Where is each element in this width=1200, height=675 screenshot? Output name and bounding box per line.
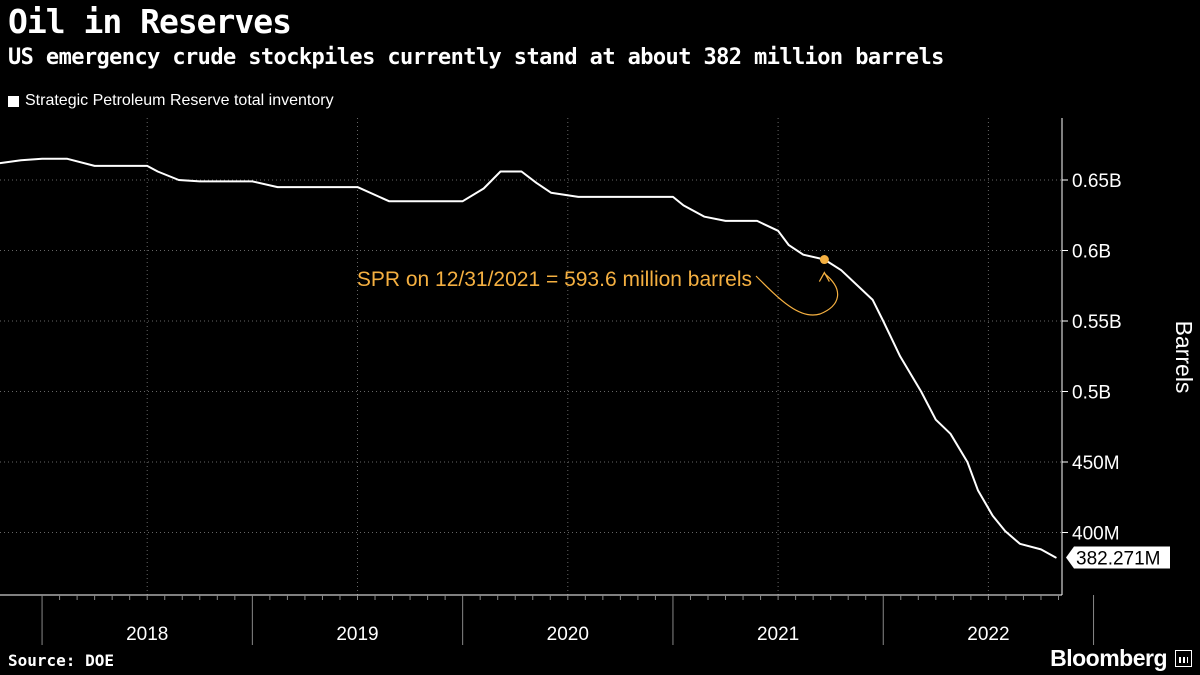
series-line-spr bbox=[0, 157, 1057, 559]
y-tick-label: 0.5B bbox=[1072, 383, 1111, 404]
chart-title: Oil in Reserves bbox=[8, 2, 292, 41]
annotation-arrowhead bbox=[818, 271, 830, 282]
y-axis-title: Barrels bbox=[1171, 321, 1197, 394]
y-tick-label: 0.65B bbox=[1072, 171, 1122, 192]
x-tick-label: 2021 bbox=[757, 624, 799, 645]
last-value-callout-box bbox=[1066, 546, 1170, 569]
legend: Strategic Petroleum Reserve total invent… bbox=[8, 92, 334, 110]
x-tick-label: 2022 bbox=[967, 624, 1009, 645]
bloomberg-logo: Bloomberg bbox=[1050, 645, 1192, 672]
annotation-curve bbox=[755, 273, 839, 316]
last-value-label: 382.271M bbox=[1076, 548, 1161, 569]
annotation-layer: SPR on 12/31/2021 = 593.6 million barrel… bbox=[357, 255, 1170, 569]
annotation-spr-label: SPR on 12/31/2021 = 593.6 million barrel… bbox=[357, 268, 752, 291]
source-note: Source: DOE bbox=[8, 651, 114, 670]
x-tick-label: 2018 bbox=[126, 624, 168, 645]
y-tick-label: 0.6B bbox=[1072, 242, 1111, 263]
terminal-icon bbox=[1175, 650, 1192, 667]
chart-subtitle: US emergency crude stockpiles currently … bbox=[8, 45, 944, 70]
legend-swatch bbox=[8, 95, 19, 107]
y-tick-label: 400M bbox=[1072, 524, 1120, 545]
legend-label: Strategic Petroleum Reserve total invent… bbox=[25, 92, 334, 109]
y-tick-label: 0.55B bbox=[1072, 312, 1122, 333]
x-tick-label: 2019 bbox=[336, 624, 378, 645]
series-layer bbox=[0, 157, 1057, 559]
x-tick-label: 2020 bbox=[547, 624, 589, 645]
y-tick-label: 450M bbox=[1072, 453, 1120, 474]
axes: 0.65B 0.6B 0.55B 0.5B 450M 400M Barrels 2018 201… bbox=[0, 118, 1197, 645]
grid-lines bbox=[0, 118, 1062, 595]
brand-name: Bloomberg bbox=[1050, 645, 1167, 671]
annotation-point bbox=[819, 255, 829, 265]
